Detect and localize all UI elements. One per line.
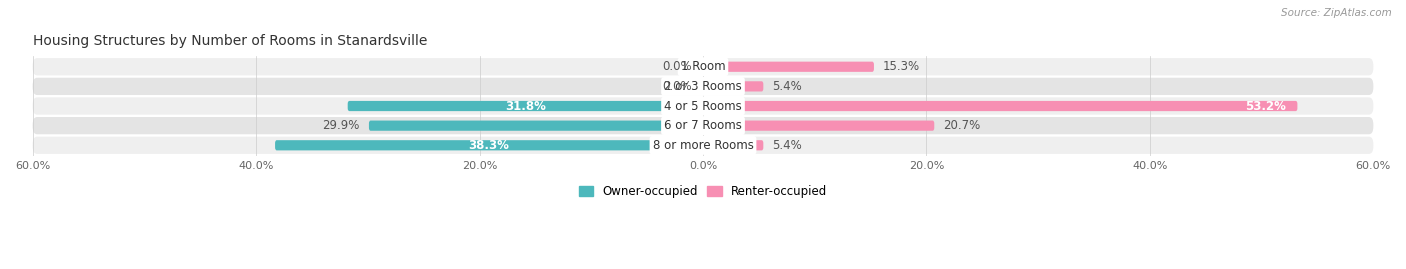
Text: 0.0%: 0.0%: [662, 60, 692, 73]
FancyBboxPatch shape: [703, 121, 934, 131]
FancyBboxPatch shape: [703, 140, 763, 150]
FancyBboxPatch shape: [32, 117, 1374, 134]
Text: 31.8%: 31.8%: [505, 100, 546, 112]
Text: Source: ZipAtlas.com: Source: ZipAtlas.com: [1281, 8, 1392, 18]
Text: 5.4%: 5.4%: [772, 80, 801, 93]
FancyBboxPatch shape: [32, 137, 1374, 154]
FancyBboxPatch shape: [276, 140, 703, 150]
Text: Housing Structures by Number of Rooms in Stanardsville: Housing Structures by Number of Rooms in…: [32, 34, 427, 48]
FancyBboxPatch shape: [703, 101, 1298, 111]
FancyBboxPatch shape: [703, 62, 875, 72]
Text: 53.2%: 53.2%: [1246, 100, 1286, 112]
Text: 38.3%: 38.3%: [468, 139, 509, 152]
Text: 15.3%: 15.3%: [883, 60, 920, 73]
Text: 8 or more Rooms: 8 or more Rooms: [652, 139, 754, 152]
Legend: Owner-occupied, Renter-occupied: Owner-occupied, Renter-occupied: [574, 180, 832, 203]
Text: 20.7%: 20.7%: [943, 119, 980, 132]
FancyBboxPatch shape: [368, 121, 703, 131]
Text: 4 or 5 Rooms: 4 or 5 Rooms: [664, 100, 742, 112]
Text: 5.4%: 5.4%: [772, 139, 801, 152]
Text: 1 Room: 1 Room: [681, 60, 725, 73]
FancyBboxPatch shape: [703, 81, 763, 91]
Text: 2 or 3 Rooms: 2 or 3 Rooms: [664, 80, 742, 93]
Text: 0.0%: 0.0%: [662, 80, 692, 93]
FancyBboxPatch shape: [32, 58, 1374, 75]
FancyBboxPatch shape: [32, 97, 1374, 115]
FancyBboxPatch shape: [32, 78, 1374, 95]
FancyBboxPatch shape: [347, 101, 703, 111]
Text: 29.9%: 29.9%: [322, 119, 360, 132]
Text: 6 or 7 Rooms: 6 or 7 Rooms: [664, 119, 742, 132]
